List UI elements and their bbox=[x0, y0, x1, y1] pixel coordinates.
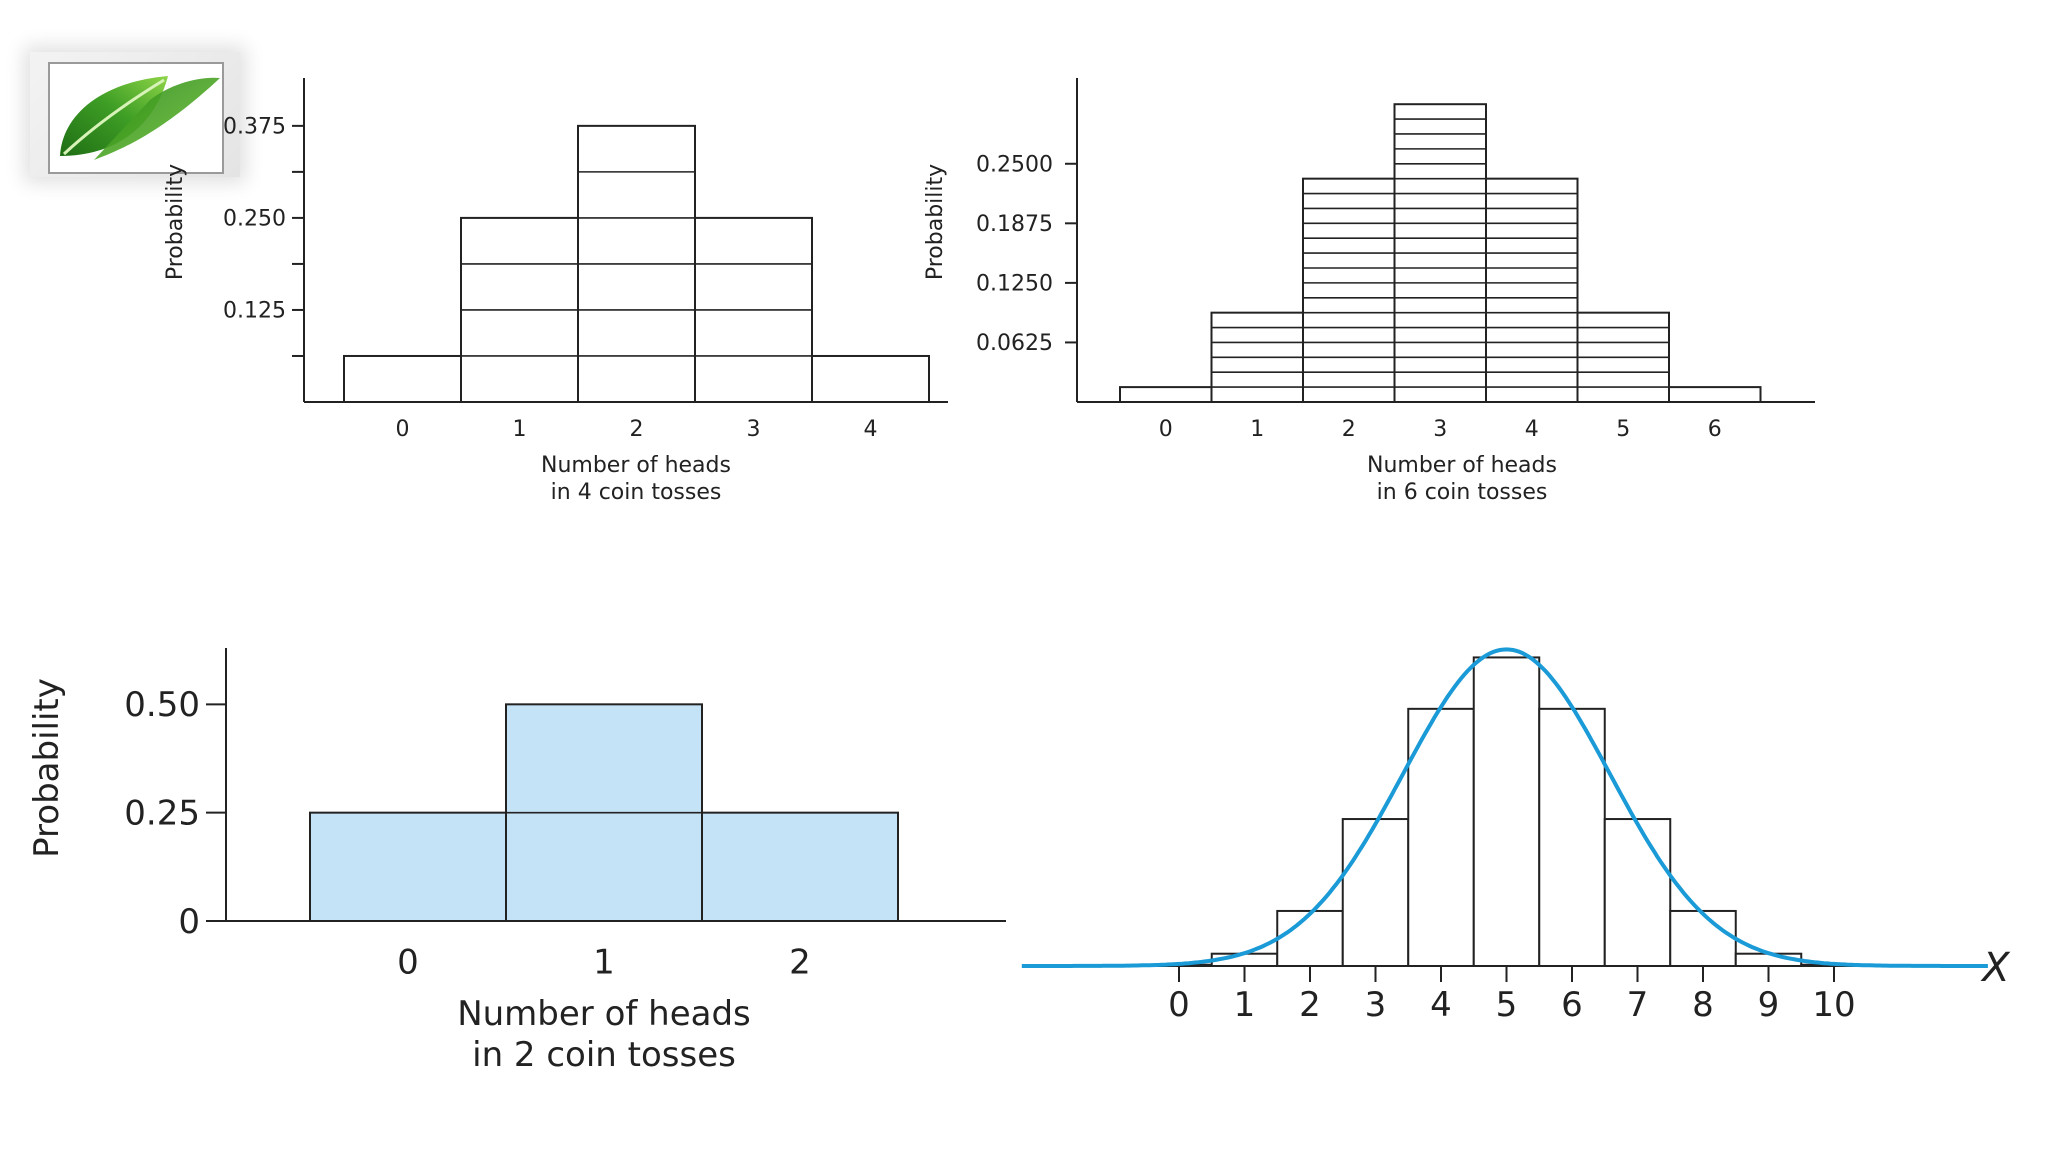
bar bbox=[1302, 177, 1396, 403]
bar bbox=[1472, 656, 1541, 967]
bar bbox=[1668, 386, 1762, 403]
x-tick-label: 0 bbox=[1159, 417, 1173, 442]
x-tick-label: 3 bbox=[747, 417, 761, 442]
x-tick-label: 4 bbox=[864, 417, 878, 442]
bar bbox=[1485, 177, 1579, 403]
bar bbox=[1276, 909, 1344, 968]
y-tick-label: 0.0625 bbox=[976, 331, 1053, 356]
x-tick-label: 1 bbox=[593, 943, 615, 983]
y-tick-label: 0 bbox=[178, 902, 200, 942]
x-tick-label: 4 bbox=[1525, 417, 1539, 442]
x-tick-label: 2 bbox=[630, 417, 644, 442]
x-axis-label: in 2 coin tosses bbox=[472, 1035, 736, 1075]
x-tick-label: 2 bbox=[1342, 417, 1356, 442]
bar bbox=[343, 354, 462, 403]
leaf-icon bbox=[60, 76, 220, 160]
x-axis-label: X bbox=[1980, 945, 2011, 991]
y-tick-label: 0.125 bbox=[223, 299, 286, 324]
bar bbox=[1119, 386, 1213, 403]
x-tick-label: 0 bbox=[397, 943, 419, 983]
bar bbox=[1669, 909, 1737, 968]
y-tick-label: 0.375 bbox=[223, 115, 286, 140]
y-axis-label: Probability bbox=[923, 164, 948, 280]
x-tick-label: 8 bbox=[1692, 985, 1714, 1025]
bar bbox=[1341, 818, 1410, 968]
bar bbox=[811, 354, 930, 403]
x-tick-label: 2 bbox=[1299, 985, 1321, 1025]
x-axis-label: Number of heads bbox=[541, 453, 731, 478]
logo bbox=[30, 52, 240, 177]
logo-frame bbox=[48, 62, 224, 174]
x-tick-label: 0 bbox=[396, 417, 410, 442]
y-tick-label: 0.250 bbox=[223, 207, 286, 232]
bar bbox=[1603, 818, 1672, 968]
x-tick-label: 1 bbox=[1250, 417, 1264, 442]
x-tick-label: 6 bbox=[1708, 417, 1722, 442]
y-tick-label: 0.1875 bbox=[976, 212, 1053, 237]
x-tick-label: 1 bbox=[513, 417, 527, 442]
x-axis-label: Number of heads bbox=[1367, 453, 1557, 478]
chart-six-tosses: 0.0625 0.1250 0.1875 0.2500 0 1 2 3 4 5 6 Number of… bbox=[923, 78, 1815, 505]
bar bbox=[701, 811, 899, 923]
bar bbox=[309, 811, 507, 923]
x-tick-label: 7 bbox=[1627, 985, 1649, 1025]
x-tick-label: 2 bbox=[789, 943, 811, 983]
y-tick-label: 0.1250 bbox=[976, 272, 1053, 297]
x-tick-label: 1 bbox=[1234, 985, 1256, 1025]
chart-ten-tosses: 0 1 2 3 4 5 6 7 8 9 10 X bbox=[1021, 647, 2011, 1025]
x-axis-label: in 4 coin tosses bbox=[551, 480, 722, 505]
x-tick-label: 4 bbox=[1430, 985, 1452, 1025]
x-tick-label: 5 bbox=[1616, 417, 1630, 442]
x-tick-label: 3 bbox=[1365, 985, 1387, 1025]
x-tick-label: 3 bbox=[1433, 417, 1447, 442]
y-tick-label: 0.25 bbox=[124, 794, 200, 834]
y-axis-label: Probability bbox=[163, 164, 188, 280]
x-tick-label: 6 bbox=[1561, 985, 1583, 1025]
x-tick-label: 0 bbox=[1168, 985, 1190, 1025]
x-tick-label: 9 bbox=[1758, 985, 1780, 1025]
x-tick-label: 5 bbox=[1496, 985, 1518, 1025]
normal-curve bbox=[1021, 647, 1988, 968]
x-axis-label: Number of heads bbox=[457, 994, 751, 1034]
y-axis-label: Probability bbox=[27, 678, 67, 858]
x-axis-label: in 6 coin tosses bbox=[1377, 480, 1548, 505]
y-tick-label: 0.50 bbox=[124, 685, 200, 725]
x-tick-label: 10 bbox=[1812, 985, 1855, 1025]
y-tick-label: 0.2500 bbox=[976, 152, 1053, 177]
